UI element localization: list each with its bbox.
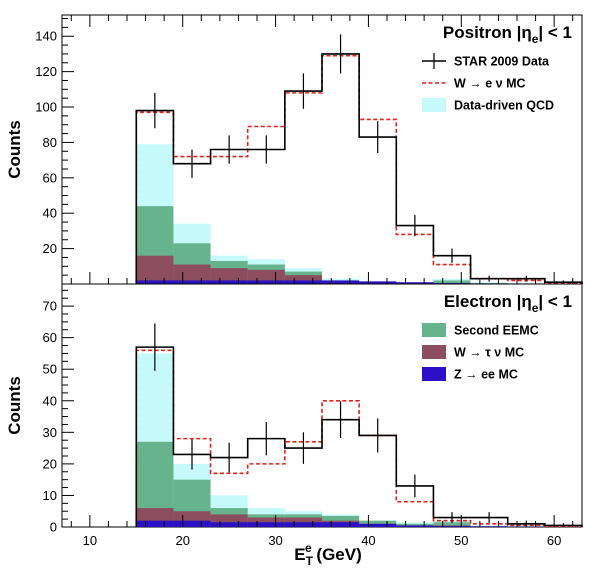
series-data-errors [154, 323, 565, 527]
bar-z-7 [396, 525, 434, 527]
panel-title: Electron |ηe| < 1 [444, 292, 572, 315]
legend-label-eemc: Second EEMC [454, 324, 539, 338]
y-tick-label: 80 [43, 135, 57, 150]
series-mc-line [135, 54, 583, 284]
x-tick-label: 30 [268, 533, 282, 548]
bar-z-1 [173, 280, 211, 284]
y-axis: 20 40 60 80 100 120 140 [35, 18, 74, 285]
panel-title: Positron |ηe| < 1 [443, 23, 572, 46]
x-tick-label: 40 [361, 533, 375, 548]
x-axis [70, 15, 574, 284]
y-tick-label: 40 [43, 393, 57, 408]
legend-swatch-eemc [422, 323, 446, 337]
bar-tau-0 [136, 255, 174, 284]
legend-label-qcd: Data-driven QCD [454, 99, 554, 113]
y-tick-label: 20 [43, 456, 57, 471]
bar-z-5 [322, 280, 360, 284]
series-data-errors [154, 34, 565, 284]
bar-eemc-8 [433, 280, 471, 284]
y-tick-label: 60 [43, 330, 57, 345]
legend-label-data: STAR 2009 Data [454, 55, 550, 69]
bar-z-2 [210, 522, 248, 527]
legend-swatch-tau [422, 345, 446, 359]
y-axis-label: Counts [5, 120, 24, 179]
y-tick-label: 20 [43, 241, 57, 256]
panel-bottom: 0 10 20 30 40 50 60 70 10 20 30 40 50 60 Counts Electro… [5, 283, 583, 568]
bar-z-0 [136, 280, 174, 284]
bar-tau-4 [284, 275, 322, 284]
legend: STAR 2009 Data W → e ν MC Data-driven QCD [422, 53, 554, 113]
bar-z-1 [173, 520, 211, 527]
y-tick-label: 10 [43, 488, 57, 503]
panel-top: 20 40 60 80 100 120 140 Counts Positron |ηe| < 1… [5, 14, 583, 285]
x-tick-label: 10 [83, 533, 97, 548]
bar-z-9 [470, 526, 508, 527]
bar-z-6 [359, 281, 397, 284]
bar-z-4 [284, 280, 322, 284]
y-tick-label: 60 [43, 170, 57, 185]
y-tick-label: 30 [43, 425, 57, 440]
bar-z-0 [136, 520, 174, 527]
legend-label-tau: W → τ ν MC [454, 346, 524, 360]
x-tick-label: 20 [175, 533, 189, 548]
y-axis: 0 10 20 30 40 50 60 70 [43, 289, 74, 535]
series-data-line [135, 346, 583, 527]
y-tick-label: 120 [35, 64, 57, 79]
bar-eemc-6 [359, 520, 397, 527]
legend-label-z: Z → ee MC [454, 368, 518, 382]
legend-swatch-qcd [422, 98, 446, 112]
y-tick-label: 0 [50, 520, 57, 535]
bar-qcd-9 [470, 282, 508, 284]
bar-z-6 [359, 523, 397, 527]
legend-swatch-z [422, 367, 446, 381]
bar-eemc-8 [433, 522, 471, 527]
bar-z-4 [284, 522, 322, 527]
y-tick-label: 70 [43, 299, 57, 314]
y-axis-label: Counts [5, 376, 24, 435]
bar-z-3 [247, 280, 285, 284]
x-tick-label: 50 [454, 533, 468, 548]
bar-z-2 [210, 280, 248, 284]
x-axis: 10 20 30 40 50 60 [70, 515, 574, 548]
legend: Second EEMC W → τ ν MC Z → ee MC [422, 323, 539, 382]
y-tick-label: 40 [43, 206, 57, 221]
bar-z-8 [433, 526, 471, 527]
series-data-line [135, 53, 583, 284]
x-tick-label: 60 [547, 533, 561, 548]
bar-z-7 [396, 282, 434, 284]
bar-z-3 [247, 522, 285, 527]
bar-z-5 [322, 522, 360, 527]
legend-label-mc: W → e ν MC [454, 77, 526, 91]
y-tick-label: 140 [35, 29, 57, 44]
series-mc-line [135, 349, 583, 528]
y-tick-label: 100 [35, 100, 57, 115]
y-tick-label: 50 [43, 362, 57, 377]
x-axis-label: ETe (GeV) [294, 541, 362, 568]
